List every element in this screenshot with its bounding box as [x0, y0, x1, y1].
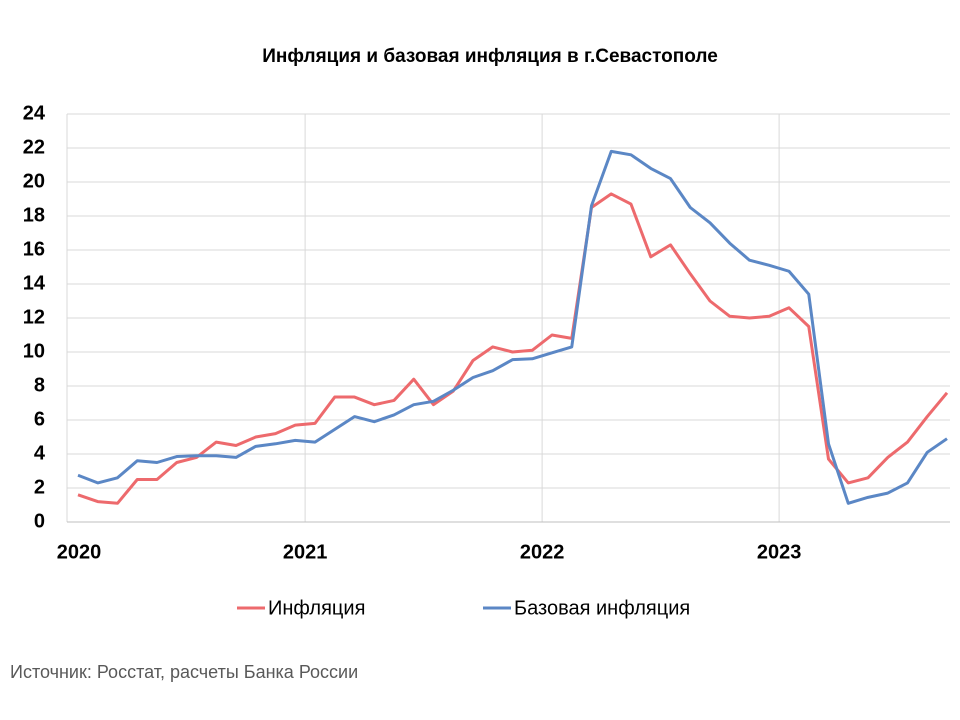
- y-tick-label: 24: [23, 102, 46, 124]
- source-note: Источник: Росстат, расчеты Банка России: [10, 662, 358, 682]
- y-tick-label: 6: [34, 408, 45, 430]
- legend-label: Инфляция: [268, 597, 365, 619]
- y-tick-label: 14: [23, 272, 46, 294]
- x-tick-label: 2022: [520, 541, 565, 563]
- y-tick-label: 16: [23, 238, 45, 260]
- x-tick-label: 2023: [757, 541, 802, 563]
- y-tick-label: 18: [23, 204, 45, 226]
- chart-title: Инфляция и базовая инфляция в г.Севастоп…: [262, 46, 718, 67]
- legend-label: Базовая инфляция: [514, 597, 690, 619]
- y-tick-label: 10: [23, 340, 45, 362]
- line-series: [77, 149, 948, 505]
- x-tick-label: 2021: [283, 541, 328, 563]
- line-series: [77, 192, 949, 505]
- y-tick-label: 0: [34, 510, 45, 532]
- y-tick-label: 2: [34, 476, 45, 498]
- y-tick-label: 12: [23, 306, 45, 328]
- y-tick-label: 4: [34, 442, 46, 464]
- y-tick-label: 8: [34, 374, 45, 396]
- y-tick-label: 20: [23, 170, 45, 192]
- x-tick-label: 2020: [57, 541, 102, 563]
- y-tick-label: 22: [23, 136, 45, 158]
